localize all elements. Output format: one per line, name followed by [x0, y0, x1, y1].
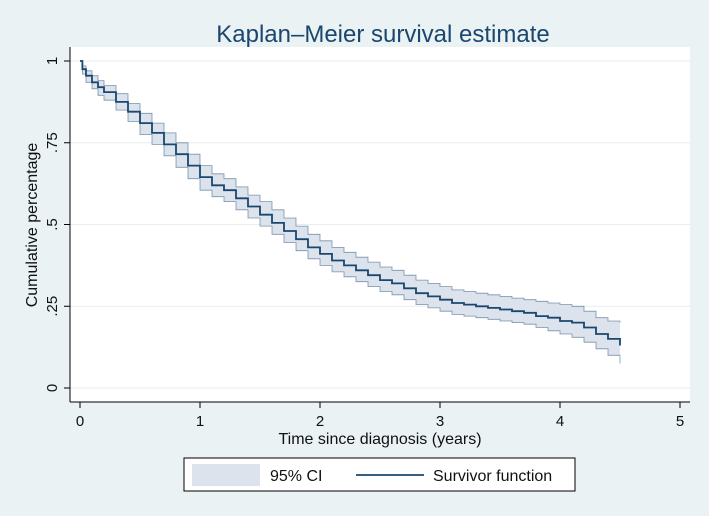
- x-axis-title: Time since diagnosis (years): [278, 431, 481, 448]
- survivor-function-line: [80, 60, 621, 346]
- y-axis-title: Cumulative percentage: [24, 143, 41, 308]
- legend: 95% CI Survivor function: [183, 457, 576, 492]
- y-tick-label: .25: [44, 296, 61, 317]
- y-tick-label: .75: [44, 132, 61, 153]
- ci-band: [80, 61, 620, 364]
- legend-ci-swatch: [192, 464, 260, 486]
- x-tick-label: 3: [436, 413, 444, 430]
- x-tick-label: 1: [196, 413, 204, 430]
- legend-ci-label: 95% CI: [270, 468, 322, 485]
- x-tick-label: 2: [316, 413, 324, 430]
- y-tick-label: 1: [44, 57, 61, 65]
- legend-survivor-label: Survivor function: [433, 468, 552, 485]
- chart-title: Kaplan–Meier survival estimate: [216, 21, 549, 48]
- x-tick-label: 4: [556, 413, 564, 430]
- y-tick-label: 0: [44, 384, 61, 392]
- x-tick-label: 5: [676, 413, 684, 430]
- x-ticks: 0 1 2 3 4 5: [76, 402, 684, 430]
- y-ticks: 0 .25 .5 .75 1: [44, 57, 70, 392]
- y-tick-label: .5: [44, 218, 61, 231]
- ci-lower-line: [80, 60, 621, 364]
- x-tick-label: 0: [76, 413, 84, 430]
